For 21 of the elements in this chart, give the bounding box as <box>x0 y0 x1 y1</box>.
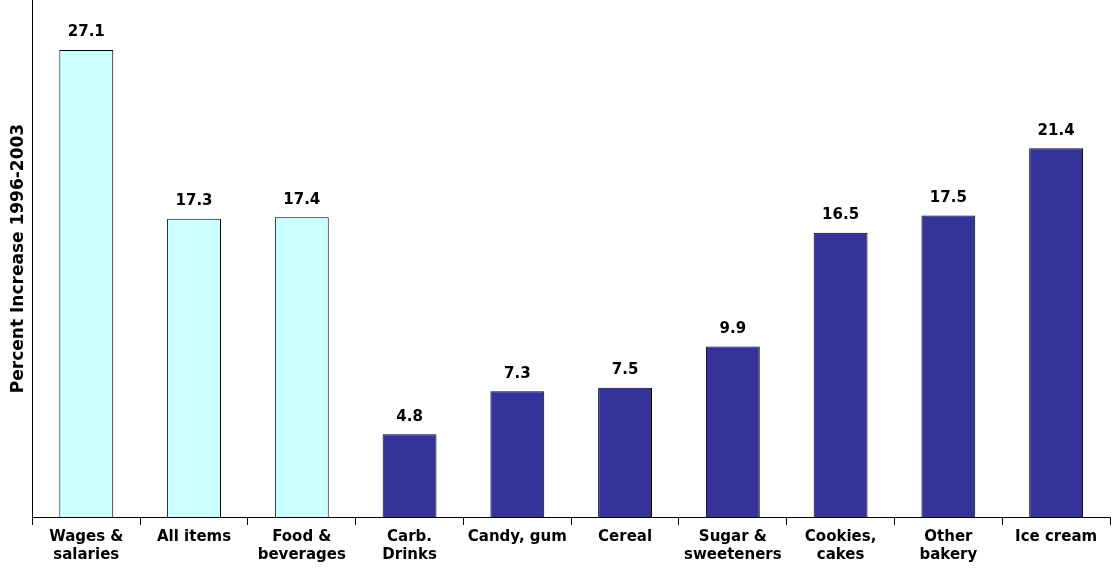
x-tick-label: Carb. Drinks <box>382 526 437 563</box>
data-label: 7.5 <box>611 360 639 379</box>
data-label: 17.5 <box>929 187 967 206</box>
data-label: 27.1 <box>67 22 105 41</box>
data-label: 4.8 <box>396 406 423 425</box>
data-label: 21.4 <box>1037 120 1075 139</box>
x-tick-label: All items <box>156 526 232 545</box>
x-tick-label: Other bakery <box>919 526 978 563</box>
x-tick-label: Candy, gum <box>467 526 567 545</box>
x-tick-label: Cereal <box>598 526 653 545</box>
x-tick-label: Food & beverages <box>257 526 346 563</box>
data-label: 7.3 <box>504 363 531 382</box>
x-tick-label: Sugar & sweeteners <box>684 526 782 563</box>
x-tick-label: Ice cream <box>1015 526 1098 545</box>
data-label: 9.9 <box>719 318 747 337</box>
x-tick-label: Cookies, cakes <box>804 526 877 563</box>
y-axis-title: Percent Increase 1996-2003 <box>6 123 27 394</box>
x-tick-label: Wages & salaries <box>49 526 124 563</box>
data-label: 17.3 <box>175 191 213 210</box>
data-label: 16.5 <box>822 205 860 224</box>
data-label: 17.4 <box>283 189 321 208</box>
